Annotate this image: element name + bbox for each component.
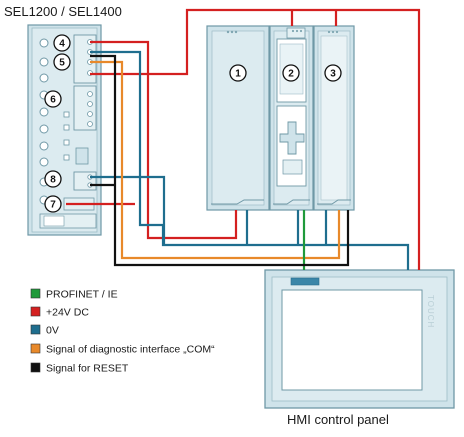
svg-text:5: 5: [59, 58, 65, 69]
svg-text:2: 2: [288, 69, 294, 80]
hmi-control-panel-label: HMI control panel: [287, 412, 389, 427]
svg-text:7: 7: [50, 200, 56, 211]
wire-com: [90, 60, 341, 260]
hmi-panel: TOUCH: [264, 269, 455, 409]
callout-2: 2: [282, 64, 300, 82]
wires: [66, 8, 421, 270]
svg-text:6: 6: [50, 95, 56, 106]
svg-text:3: 3: [330, 69, 336, 80]
legend: PROFINET / IE +24V DC 0V Signal of diagn…: [30, 288, 215, 375]
legend-swatch-24v: [30, 306, 41, 317]
plc-module-3: [313, 25, 355, 211]
plc-module-1: [206, 25, 270, 211]
plc-module-2: [269, 25, 314, 211]
callout-1: 1: [229, 64, 247, 82]
legend-swatch-0v: [30, 324, 41, 335]
legend-swatch-com: [30, 343, 41, 354]
wire-24v-lower: [90, 40, 238, 240]
legend-swatch-reset: [30, 362, 41, 373]
legend-label-0v: 0V: [46, 325, 59, 337]
svg-text:8: 8: [50, 175, 56, 186]
svg-text:4: 4: [59, 39, 65, 50]
wire-reset: [90, 54, 350, 267]
callout-3: 3: [324, 64, 342, 82]
callout-5: 5: [53, 53, 71, 71]
legend-label-profinet: PROFINET / IE: [46, 289, 118, 301]
legend-item-com: Signal of diagnostic interface „COM“: [30, 343, 215, 356]
legend-item-profinet: PROFINET / IE: [30, 288, 118, 301]
callout-6: 6: [44, 90, 62, 108]
touch-label: TOUCH: [426, 295, 435, 328]
svg-text:1: 1: [235, 69, 241, 80]
wire-24v-top: [90, 8, 421, 270]
device-title: SEL1200 / SEL1400: [4, 4, 122, 19]
legend-label-24v: +24V DC: [46, 307, 89, 319]
legend-item-24v: +24V DC: [30, 306, 89, 319]
legend-label-com: Signal of diagnostic interface „COM“: [46, 344, 215, 356]
callout-7: 7: [44, 195, 62, 213]
callouts: 4 5 6 8 7 1 2 3: [44, 34, 342, 213]
callout-4: 4: [53, 34, 71, 52]
terminal-block-middle: [73, 85, 97, 165]
legend-swatch-profinet: [30, 288, 41, 299]
legend-item-0v: 0V: [30, 324, 59, 337]
callout-8: 8: [44, 170, 62, 188]
legend-label-reset: Signal for RESET: [46, 363, 129, 375]
legend-item-reset: Signal for RESET: [30, 362, 129, 375]
